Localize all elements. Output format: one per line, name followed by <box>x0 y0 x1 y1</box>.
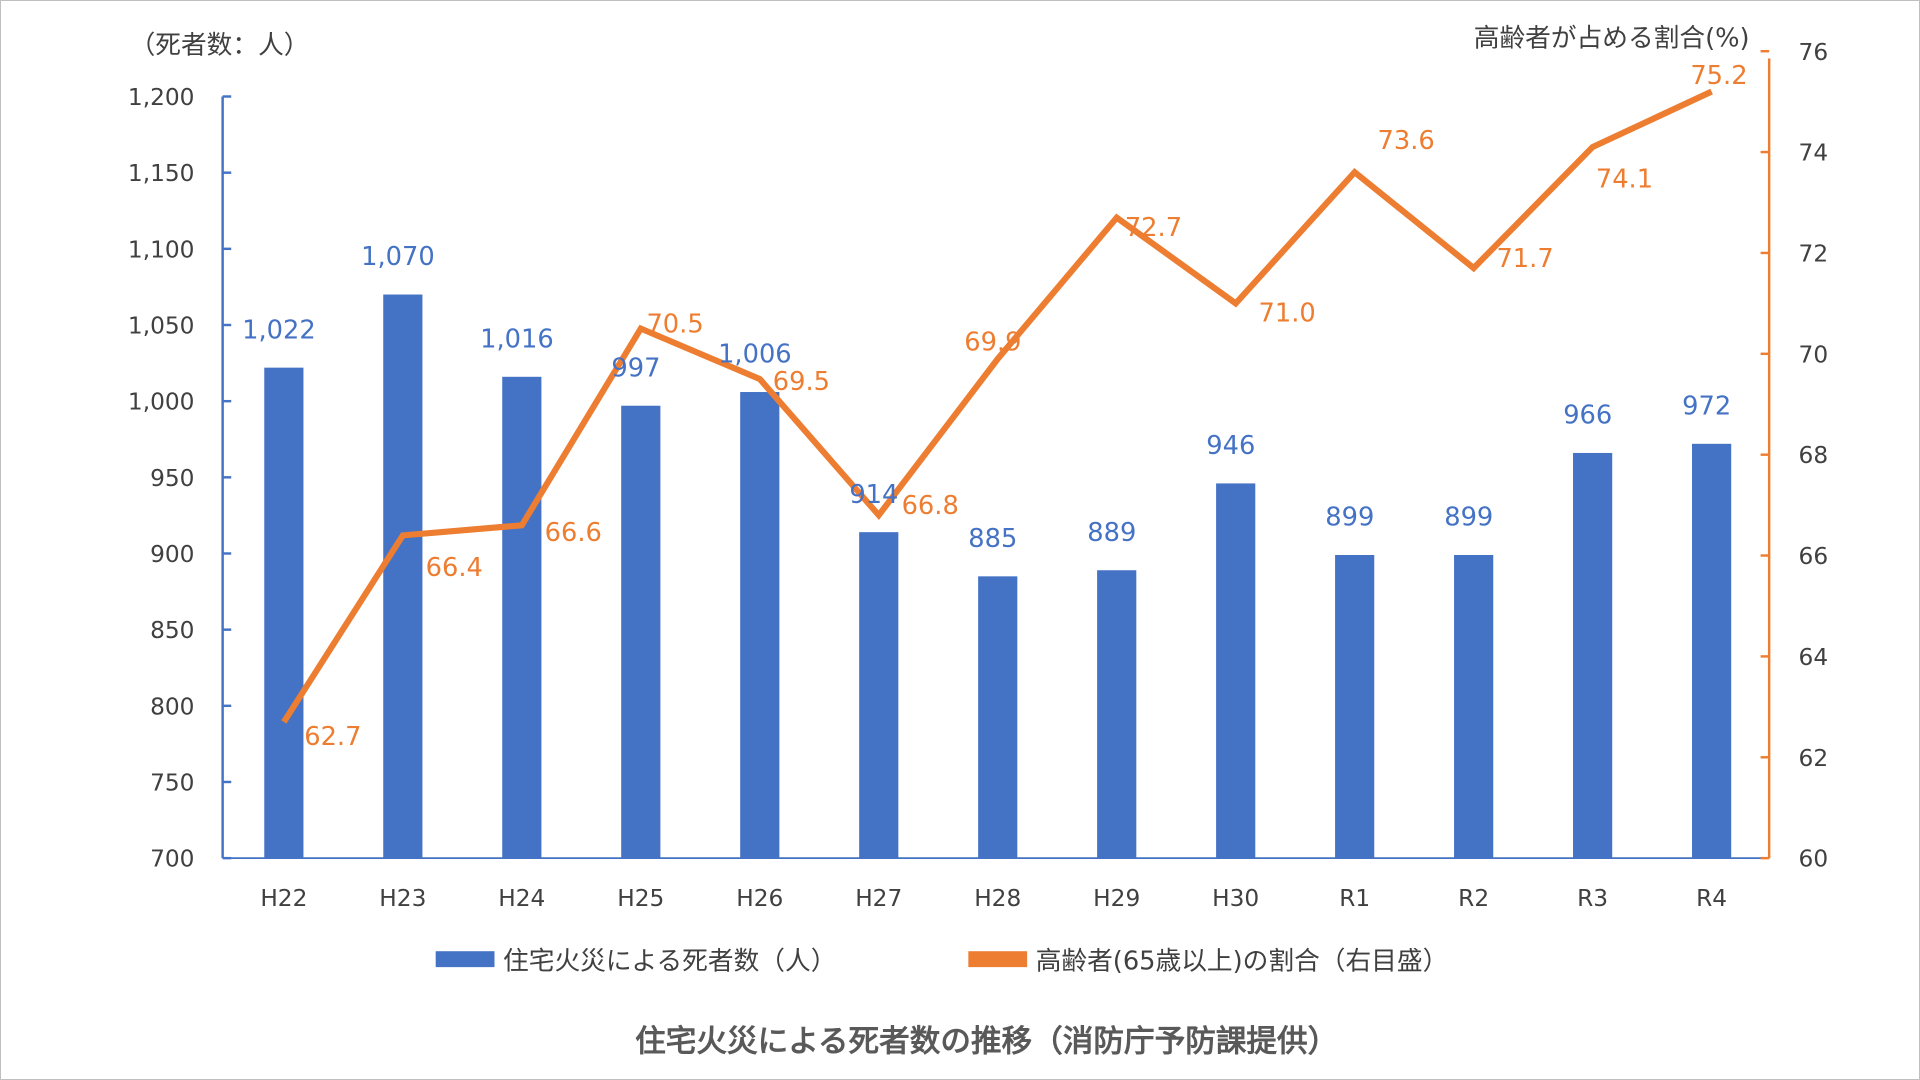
legend-swatch-elderly-ratio <box>968 951 1028 968</box>
bar-data-label: 1,070 <box>361 242 435 272</box>
right-axis-tick-label: 72 <box>1799 241 1829 268</box>
bar-H27 <box>859 532 899 859</box>
right-axis-tick-label: 66 <box>1799 543 1829 570</box>
left-axis-tick-label: 1,150 <box>128 160 195 187</box>
line-data-label: 66.4 <box>426 553 483 583</box>
x-axis-tick-label: H26 <box>736 885 783 912</box>
line-data-label: 66.6 <box>545 518 602 548</box>
legend-label-deaths: 住宅火災による死者数（人） <box>503 947 836 977</box>
bar-H26 <box>740 392 780 859</box>
bar-data-label: 1,022 <box>242 315 316 345</box>
line-data-label: 71.0 <box>1259 299 1316 329</box>
x-axis-tick-label: H28 <box>974 885 1021 912</box>
right-axis-tick-label: 74 <box>1799 140 1829 167</box>
left-axis-tick-label: 750 <box>150 770 194 797</box>
x-axis-tick-label: R4 <box>1696 885 1727 912</box>
left-axis-tick-label: 1,000 <box>128 389 195 416</box>
x-axis-tick-label: H25 <box>617 885 664 912</box>
left-axis-tick-label: 1,100 <box>128 236 195 263</box>
bar-data-label: 899 <box>1444 503 1493 533</box>
right-axis-label: 高齢者が占める割合(%) <box>1474 23 1750 53</box>
line-data-label: 74.1 <box>1596 164 1653 194</box>
x-axis-tick-label: H29 <box>1093 885 1140 912</box>
line-data-label: 69.5 <box>773 367 830 397</box>
left-axis-tick-label: 850 <box>150 617 194 644</box>
bar-R4 <box>1692 443 1732 859</box>
bar-R2 <box>1454 555 1494 859</box>
bar-R1 <box>1335 555 1375 859</box>
left-axis-tick-label: 950 <box>150 465 194 492</box>
bar-data-label: 1,016 <box>480 324 554 354</box>
bar-H22 <box>264 367 304 859</box>
left-axis-tick-label: 900 <box>150 541 194 568</box>
bar-data-label: 914 <box>849 480 898 510</box>
x-axis-tick-label: R3 <box>1577 885 1608 912</box>
x-axis-tick-label: H23 <box>379 885 426 912</box>
line-data-label: 69.9 <box>964 327 1021 357</box>
left-axis-tick-label: 1,050 <box>128 313 195 340</box>
right-axis-tick-label: 60 <box>1799 846 1829 873</box>
right-axis-tick-label: 68 <box>1799 442 1829 469</box>
line-data-label: 71.7 <box>1496 244 1553 274</box>
left-axis-tick-label: 800 <box>150 693 194 720</box>
line-data-label: 62.7 <box>304 722 361 752</box>
bar-H25 <box>621 405 661 859</box>
x-axis-tick-label: H30 <box>1212 885 1259 912</box>
x-axis-tick-label: H22 <box>260 885 307 912</box>
right-axis-tick-label: 70 <box>1799 341 1829 368</box>
bar-H28 <box>978 576 1018 859</box>
left-axis-tick-label: 700 <box>150 846 194 873</box>
line-data-label: 73.6 <box>1377 126 1434 156</box>
bar-data-label: 972 <box>1682 391 1731 421</box>
bar-H24 <box>502 376 542 859</box>
line-data-label: 72.7 <box>1125 213 1182 243</box>
bar-data-label: 946 <box>1206 431 1255 461</box>
bar-data-label: 966 <box>1563 401 1612 431</box>
bar-data-label: 889 <box>1087 518 1136 548</box>
bar-data-label: 885 <box>968 524 1017 554</box>
bar-H30 <box>1216 483 1256 859</box>
right-axis-tick-label: 76 <box>1799 39 1829 66</box>
x-axis-tick-label: R2 <box>1458 885 1489 912</box>
chart-title: 住宅火災による死者数の推移（消防庁予防課提供） <box>635 1024 1338 1060</box>
right-axis-tick-label: 64 <box>1799 644 1829 671</box>
left-axis-tick-label: 1,200 <box>128 84 195 111</box>
line-data-label: 70.5 <box>646 309 703 339</box>
bar-H23 <box>383 294 423 859</box>
left-axis-label: （死者数：人） <box>130 31 310 61</box>
bar-R3 <box>1573 452 1613 859</box>
bar-data-label: 1,006 <box>718 340 792 370</box>
line-data-label: 75.2 <box>1690 61 1747 91</box>
x-axis-tick-label: R1 <box>1339 885 1370 912</box>
right-axis-tick-label: 62 <box>1799 745 1829 772</box>
bar-data-label: 997 <box>611 353 660 383</box>
bar-data-label: 899 <box>1325 503 1374 533</box>
x-axis-tick-label: H27 <box>855 885 902 912</box>
legend-swatch-deaths <box>435 951 495 968</box>
line-data-label: 66.8 <box>902 491 959 521</box>
x-axis-tick-label: H24 <box>498 885 545 912</box>
legend-label-elderly-ratio: 高齢者(65歳以上)の割合（右目盛） <box>1036 947 1449 977</box>
bar-H29 <box>1097 570 1137 859</box>
